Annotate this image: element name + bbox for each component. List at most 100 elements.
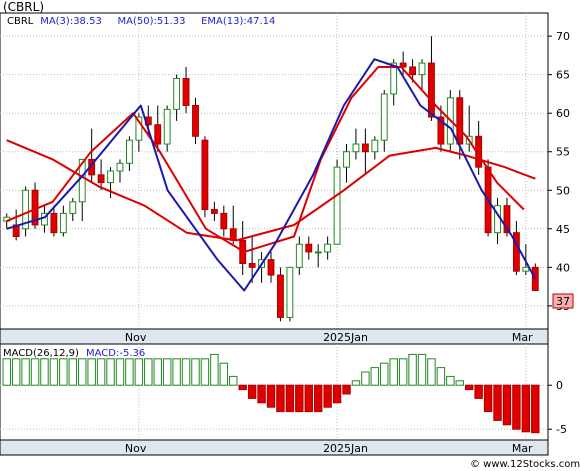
- candle-body: [116, 162, 124, 172]
- macd-bar: [370, 367, 380, 386]
- candle-body: [107, 170, 114, 184]
- price-tick-label: 45: [556, 223, 570, 236]
- last-price-label: 37: [556, 295, 570, 308]
- candle-body: [456, 97, 464, 145]
- macd-bar: [266, 384, 276, 408]
- macd-bar: [531, 384, 540, 434]
- ma3-line: [6, 58, 537, 292]
- candle-body: [399, 62, 407, 68]
- legend-entry: EMA(13):47.14: [201, 16, 275, 27]
- legend-entry: MA(50):51.33: [118, 16, 186, 27]
- price-grid: [0, 13, 548, 329]
- candle-body: [210, 209, 218, 214]
- macd-bar: [295, 384, 304, 413]
- macd-bar: [313, 384, 323, 413]
- candle-body: [380, 93, 388, 141]
- macd-bar: [210, 353, 219, 386]
- macd-value-label: MACD:-5.36: [86, 348, 145, 359]
- legend-entry: MA(3):38.53: [40, 16, 102, 27]
- candle-body: [409, 66, 417, 76]
- candle-body: [371, 139, 379, 153]
- macd-bar: [68, 358, 78, 386]
- macd-bar: [78, 358, 87, 386]
- date-tick-label: Nov: [125, 442, 147, 455]
- macd-bar: [172, 358, 181, 386]
- macd-bar: [49, 358, 59, 386]
- candle-body: [305, 243, 313, 253]
- price-tick-label: 40: [556, 261, 570, 274]
- last-price-badge: 37: [552, 293, 574, 309]
- candle-body: [135, 116, 143, 141]
- candle-body: [503, 205, 511, 234]
- macd-bar: [304, 384, 313, 413]
- macd-bar: [200, 358, 210, 386]
- macd-bar: [2, 358, 11, 386]
- macd-bar: [181, 358, 191, 386]
- macd-bar: [30, 358, 40, 386]
- macd-bar: [11, 358, 21, 386]
- candle-body: [182, 78, 190, 106]
- legend-entry: CBRL: [7, 16, 34, 27]
- macd-bar: [398, 358, 408, 386]
- x-axis-bottom: Nov2025JanMarMayJulSep: [125, 442, 533, 455]
- candle-body: [267, 259, 275, 276]
- ticker-title: (CBRL): [3, 0, 44, 14]
- macd-bar: [153, 358, 162, 386]
- candle-body: [352, 143, 360, 153]
- macd-bar: [238, 384, 247, 391]
- candle-body: [220, 212, 228, 230]
- macd-y-axis: 0 -5: [548, 379, 567, 436]
- candle-body: [173, 78, 181, 110]
- legend: CBRL MA(3):38.53 MA(50):51.33 EMA(13):47.14: [7, 16, 275, 27]
- candle-body: [59, 212, 67, 234]
- macd-bar: [436, 367, 446, 386]
- date-tick-label: Mar: [512, 331, 533, 344]
- footer-credit: © www.12Stocks.com: [470, 459, 580, 470]
- macd-bar: [361, 371, 370, 386]
- candle-body: [125, 139, 133, 164]
- macd-bar: [455, 380, 464, 386]
- price-tick-label: 70: [556, 30, 570, 43]
- macd-bar: [191, 358, 200, 386]
- macd-bar: [446, 375, 455, 386]
- macd-tick-label: 0: [556, 379, 563, 392]
- macd-bar: [144, 358, 153, 386]
- candle-body: [324, 243, 332, 253]
- macd-bar: [21, 358, 30, 386]
- macd-bar: [474, 384, 483, 399]
- candle-body: [512, 232, 520, 272]
- macd-bar: [285, 384, 295, 413]
- date-strip-bottom: [0, 439, 549, 456]
- macd-bars: [2, 353, 540, 434]
- macd-bar: [483, 384, 493, 413]
- candle-body: [69, 201, 77, 214]
- macd-bar: [219, 362, 229, 386]
- candle-body: [154, 124, 162, 145]
- macd-bar: [87, 358, 96, 386]
- ma50-line: [6, 139, 536, 242]
- macd-bar: [408, 353, 417, 386]
- candle-body: [522, 266, 530, 272]
- candle-body: [333, 166, 341, 245]
- macd-bar: [134, 358, 144, 386]
- macd-bar: [96, 358, 106, 386]
- macd-bar: [502, 384, 512, 426]
- date-strip-top: [0, 328, 549, 345]
- macd-bar: [40, 358, 49, 386]
- macd-bar: [229, 375, 238, 386]
- candle-body: [163, 108, 171, 145]
- candle-body: [286, 266, 294, 318]
- macd-bar: [427, 358, 436, 386]
- candle-body: [50, 212, 58, 234]
- candle-body: [201, 139, 209, 211]
- price-tick-label: 55: [556, 146, 570, 159]
- date-tick-label: 2025Jan: [323, 442, 368, 455]
- macd-bar: [247, 384, 257, 399]
- macd-bar: [512, 384, 521, 430]
- candle-body: [361, 143, 369, 153]
- macd-label: MACD(26,12,9): [3, 348, 79, 359]
- candle-body: [343, 151, 350, 168]
- macd-bar: [115, 358, 125, 386]
- macd-bar: [521, 384, 531, 433]
